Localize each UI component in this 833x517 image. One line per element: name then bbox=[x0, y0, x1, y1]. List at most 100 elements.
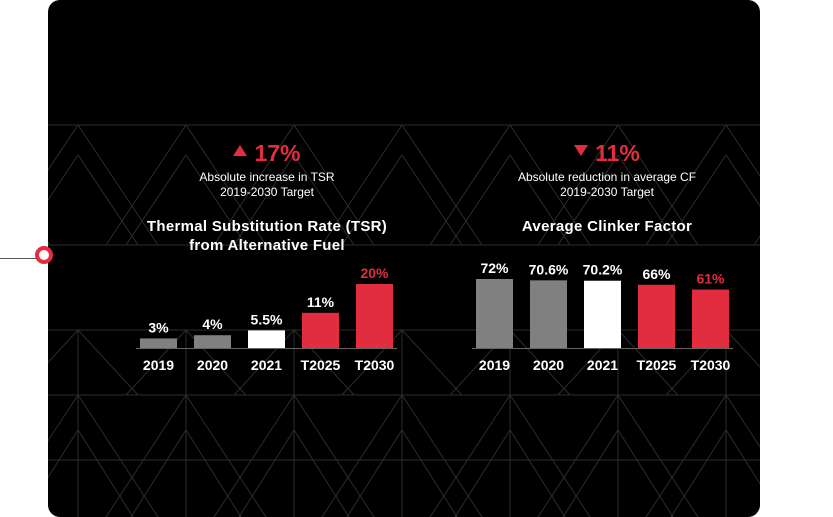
pattern-line bbox=[753, 235, 760, 246]
pattern-line bbox=[645, 124, 727, 246]
tsr-bar-t2025 bbox=[302, 312, 339, 348]
pattern-line bbox=[48, 154, 79, 201]
tsr-category-label-2019: 2019 bbox=[143, 357, 174, 373]
tsr-value-label-2021: 5.5% bbox=[251, 311, 283, 327]
clinker-bar-t2025 bbox=[638, 284, 675, 348]
pattern-line bbox=[48, 241, 51, 246]
pattern-line bbox=[753, 506, 760, 517]
pattern-line bbox=[725, 429, 760, 485]
triangle-down-icon bbox=[574, 145, 589, 157]
tsr-headline: 17% bbox=[130, 140, 404, 166]
timeline-node-icon bbox=[35, 246, 53, 264]
pattern-line bbox=[617, 154, 679, 246]
pattern-line bbox=[293, 394, 375, 517]
pattern-line bbox=[401, 429, 458, 517]
pattern-line bbox=[125, 154, 187, 246]
tsr-value-label-2019: 3% bbox=[148, 319, 169, 335]
pattern-line bbox=[665, 154, 727, 246]
clinker-subtitle-line1: Absolute reduction in average CF bbox=[517, 170, 697, 184]
clinker-bar-2019 bbox=[476, 279, 513, 348]
pattern-line bbox=[645, 394, 727, 517]
clinker-category-label-2021: 2021 bbox=[587, 357, 618, 373]
tsr-chart-title-line1: Thermal Substitution Rate (TSR) bbox=[146, 218, 388, 235]
pattern-line bbox=[213, 124, 295, 246]
pattern-line bbox=[509, 329, 571, 396]
tsr-category-label-t2025: T2025 bbox=[301, 357, 341, 373]
pattern-line bbox=[429, 394, 511, 517]
pattern-line bbox=[77, 329, 139, 396]
tsr-chart-title-line2: from Alternative Fuel bbox=[189, 237, 345, 254]
tsr-category-label-2020: 2020 bbox=[197, 357, 228, 373]
infographic-panel: 17% Absolute increase in TSR 2019-2030 T… bbox=[48, 0, 760, 517]
tsr-bar-2019 bbox=[140, 338, 177, 348]
tsr-bar-2020 bbox=[194, 335, 231, 348]
pattern-line bbox=[77, 154, 139, 246]
tsr-bar-plot: 3% 2019 4% 2020 5.5% 2021 11% T2025 20% T2030 bbox=[136, 265, 397, 373]
pattern-line bbox=[537, 394, 619, 517]
clinker-value-label-2019: 72% bbox=[480, 260, 509, 276]
pattern-line bbox=[105, 394, 187, 517]
tsr-headline-value: 17% bbox=[254, 140, 301, 166]
pattern-line bbox=[537, 124, 619, 246]
pattern-line bbox=[233, 154, 295, 246]
clinker-value-label-2020: 70.6% bbox=[529, 261, 569, 277]
pattern-line bbox=[293, 429, 350, 517]
pattern-line bbox=[401, 329, 463, 396]
pattern-line bbox=[509, 124, 591, 246]
pattern-line bbox=[77, 429, 134, 517]
pattern-line bbox=[321, 394, 403, 517]
pattern-line bbox=[725, 329, 760, 368]
pattern-line bbox=[130, 429, 187, 517]
pattern-line bbox=[185, 429, 242, 517]
pattern-line bbox=[617, 429, 674, 517]
pattern-line bbox=[77, 124, 159, 246]
pattern-line bbox=[77, 394, 159, 517]
clinker-value-label-t2025: 66% bbox=[642, 266, 671, 282]
pattern-line bbox=[725, 124, 760, 177]
pattern-line bbox=[509, 394, 591, 517]
clinker-category-label-t2030: T2030 bbox=[691, 357, 731, 373]
pattern-line bbox=[185, 394, 267, 517]
clinker-value-label-t2030: 61% bbox=[696, 271, 725, 287]
tsr-bar-t2030 bbox=[356, 284, 393, 348]
pattern-line bbox=[509, 429, 566, 517]
clinker-value-label-2021: 70.2% bbox=[583, 262, 623, 278]
tsr-category-label-t2030: T2030 bbox=[355, 357, 395, 373]
clinker-category-label-2020: 2020 bbox=[533, 357, 564, 373]
pattern-line bbox=[105, 124, 187, 246]
tsr-subtitle-line2: 2019-2030 Target bbox=[220, 185, 314, 199]
clinker-bar-2020 bbox=[530, 280, 567, 348]
tsr-subtitle-line1: Absolute increase in TSR bbox=[199, 170, 335, 184]
tsr-category-label-2021: 2021 bbox=[251, 357, 282, 373]
pattern-line bbox=[238, 429, 295, 517]
pattern-line bbox=[557, 154, 619, 246]
tsr-bar-2021 bbox=[248, 330, 285, 348]
pattern-line bbox=[429, 124, 511, 246]
clinker-bar-t2030 bbox=[692, 289, 729, 348]
pattern-line bbox=[321, 124, 403, 246]
clinker-headline: 11% bbox=[470, 140, 744, 166]
timeline-connector-line bbox=[0, 258, 36, 259]
tsr-value-label-t2030: 20% bbox=[360, 265, 389, 281]
clinker-chart-title: Average Clinker Factor bbox=[521, 218, 693, 235]
pattern-line bbox=[401, 124, 483, 246]
pattern-line bbox=[449, 154, 511, 246]
pattern-line bbox=[401, 154, 463, 246]
triangle-up-icon bbox=[233, 145, 248, 157]
tsr-value-label-2020: 4% bbox=[202, 316, 223, 332]
pattern-line bbox=[725, 394, 760, 448]
pattern-line bbox=[293, 154, 355, 246]
clinker-bar-plot: 72% 2019 70.6% 2020 70.2% 2021 66% T2025 61% T203… bbox=[472, 260, 733, 373]
pattern-line bbox=[562, 429, 619, 517]
pattern-line bbox=[213, 394, 295, 517]
clinker-subtitle-line2: 2019-2030 Target bbox=[560, 185, 654, 199]
pattern-line bbox=[48, 124, 79, 171]
clinker-category-label-t2025: T2025 bbox=[637, 357, 677, 373]
pattern-line bbox=[617, 124, 699, 246]
pattern-line bbox=[48, 429, 79, 479]
clinker-category-label-2019: 2019 bbox=[479, 357, 510, 373]
pattern-line bbox=[48, 329, 79, 364]
pattern-line bbox=[185, 154, 247, 246]
pattern-line bbox=[401, 394, 483, 517]
pattern-line bbox=[48, 513, 51, 517]
